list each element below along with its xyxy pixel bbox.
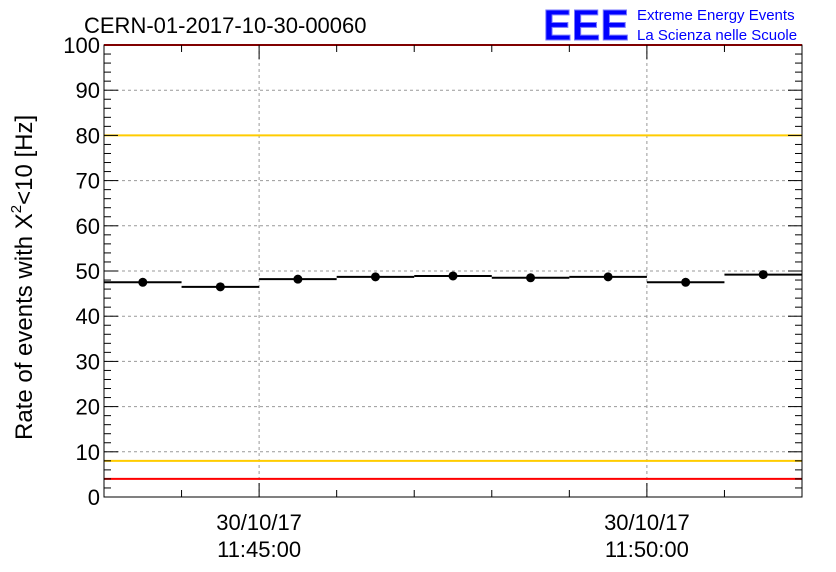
y-tick-label: 80 — [76, 123, 100, 148]
data-series — [104, 270, 802, 292]
y-tick-label: 90 — [76, 78, 100, 103]
axis-ticks — [103, 44, 803, 498]
x-tick-label-date: 30/10/17 — [216, 510, 302, 535]
y-tick-labels: 0 10 20 30 40 50 60 70 80 90 100 — [63, 33, 100, 510]
y-axis-label: Rate of events with X2<10 [Hz] — [8, 115, 38, 440]
data-point — [758, 270, 768, 280]
eee-logo: EEE Extreme Energy Events La Scienza nel… — [543, 1, 798, 51]
y-tick-label: 60 — [76, 214, 100, 239]
y-tick-label: 40 — [76, 304, 100, 329]
y-tick-label: 0 — [88, 485, 100, 510]
y-tick-label: 70 — [76, 169, 100, 194]
y-tick-label: 30 — [76, 349, 100, 374]
grid — [104, 45, 802, 497]
data-point — [526, 273, 536, 283]
logo-mark: EEE — [543, 1, 629, 50]
x-tick-label-time: 11:50:00 — [605, 537, 689, 562]
y-tick-label: 20 — [76, 395, 100, 420]
data-point — [681, 277, 691, 287]
y-tick-label: 50 — [76, 259, 100, 284]
data-point — [293, 274, 303, 284]
logo-line-2: La Scienza nelle Scuole — [637, 27, 797, 44]
data-point — [448, 271, 458, 281]
data-point — [215, 282, 225, 292]
data-point — [370, 272, 380, 282]
x-tick-label-time: 11:45:00 — [217, 537, 301, 562]
y-tick-label: 10 — [76, 440, 100, 465]
data-point — [603, 272, 613, 282]
x-tick-label-date: 30/10/17 — [604, 510, 690, 535]
reference-lines — [104, 44, 802, 480]
chart-title: CERN-01-2017-10-30-00060 — [84, 13, 367, 38]
y-tick-label: 100 — [63, 33, 100, 58]
data-point — [138, 277, 148, 287]
logo-line-1: Extreme Energy Events — [637, 7, 795, 24]
